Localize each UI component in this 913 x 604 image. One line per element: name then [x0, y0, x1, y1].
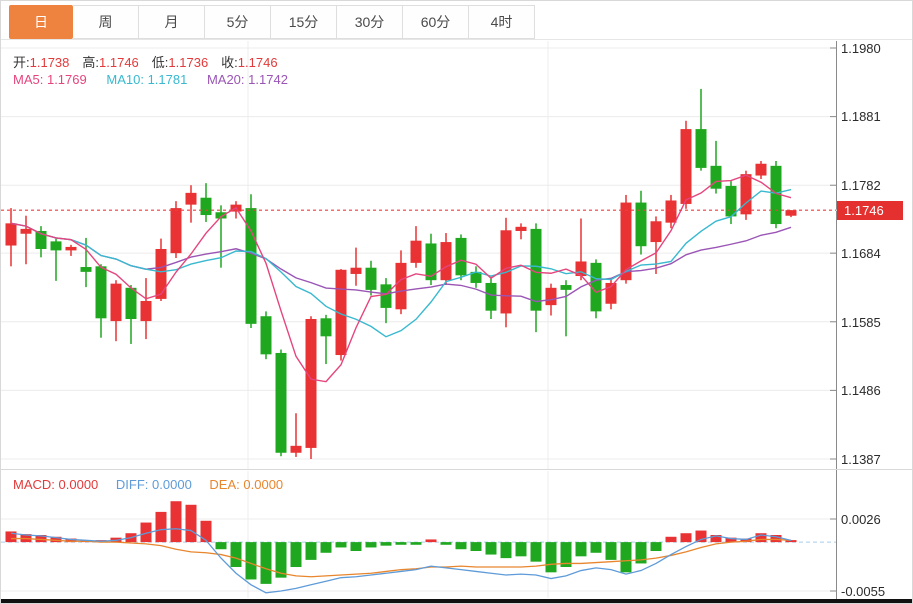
ma5-legend: MA5: 1.1769 [13, 72, 87, 87]
open-label: 开: [13, 55, 30, 70]
tab-day[interactable]: 日 [9, 5, 73, 39]
price-tick-7: 1.1387 [841, 451, 881, 467]
ma-legend: MA5: 1.1769 MA10: 1.1781 MA20: 1.1742 [13, 72, 304, 87]
tab-month[interactable]: 月 [139, 5, 205, 39]
high-value: 1.1746 [99, 55, 139, 70]
current-price-badge: 1.1746 [837, 200, 903, 220]
tab-week[interactable]: 周 [73, 5, 139, 39]
candles-layer [5, 88, 797, 459]
diff-value-legend: DIFF: 0.0000 [115, 477, 192, 492]
close-label: 收: [221, 55, 238, 70]
grid-lines [1, 41, 836, 598]
price-tick-4: 1.1684 [841, 246, 881, 261]
low-label: 低: [151, 55, 169, 70]
high-label: 高: [82, 55, 100, 70]
price-tick-1: 1.1980 [841, 41, 881, 56]
window-bottom-edge [1, 599, 912, 603]
low-value: 1.1736 [168, 55, 209, 70]
tab-4hour[interactable]: 4时 [469, 5, 535, 39]
close-value: 1.1746 [237, 55, 278, 70]
header-divider [1, 39, 912, 40]
macd-diff-dea-lines [10, 528, 792, 594]
ma10-legend: MA10: 1.1781 [106, 72, 188, 87]
macd-tick-lower: -0.0055 [841, 584, 886, 599]
timeframe-tabbar: 日 周 月 5分 15分 30分 60分 4时 [9, 5, 535, 39]
moving-average-lines [10, 174, 792, 383]
tab-5min[interactable]: 5分 [205, 5, 271, 39]
macd-value-legend: MACD: 0.0000 [13, 477, 99, 492]
open-value: 1.1738 [29, 55, 70, 70]
price-tick-6: 1.1486 [841, 383, 881, 398]
macd-tick-upper: 0.0026 [841, 512, 881, 527]
price-tick-3: 1.1782 [841, 177, 881, 193]
ma20-legend: MA20: 1.1742 [206, 72, 288, 87]
panel-divider [1, 469, 912, 470]
price-tick-2: 1.1881 [841, 109, 881, 124]
tab-15min[interactable]: 15分 [271, 5, 337, 39]
macd-legend: MACD: 0.0000 DIFF: 0.0000 DEA: 0.0000 [13, 477, 297, 492]
ohlc-legend: 开:1.1738 高:1.1746 低:1.1736 收:1.1746 [13, 52, 291, 71]
tab-60min[interactable]: 60分 [403, 5, 469, 39]
dea-value-legend: DEA: 0.0000 [209, 477, 284, 492]
price-axis-line [830, 41, 840, 599]
tab-30min[interactable]: 30分 [337, 5, 403, 39]
price-tick-5: 1.1585 [841, 314, 881, 330]
